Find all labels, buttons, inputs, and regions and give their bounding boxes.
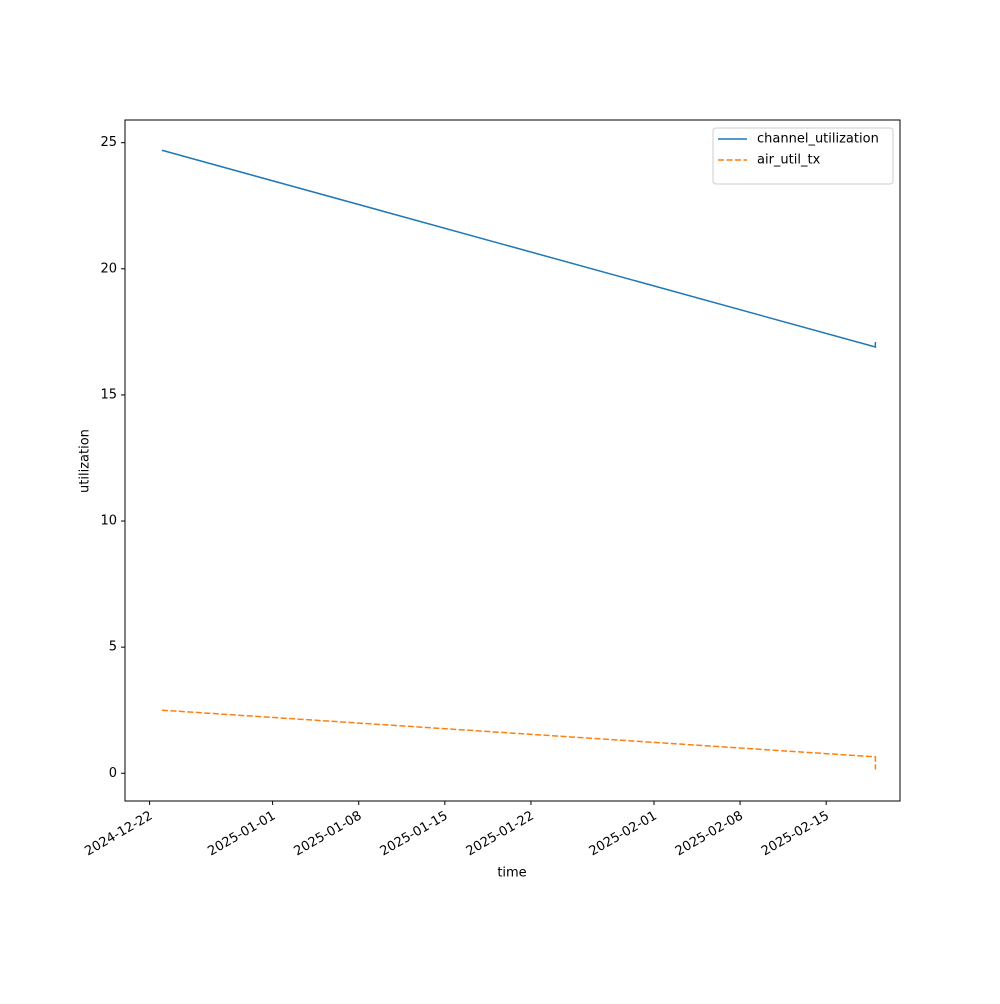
series-line [161, 149, 877, 348]
x-axis-label: time [497, 866, 526, 881]
y-tick-label: 0 [109, 766, 117, 781]
plot-frame [124, 119, 901, 802]
y-tick-label: 15 [100, 387, 117, 402]
y-axis-label: utilization [78, 429, 93, 493]
y-tick-label: 10 [100, 514, 117, 529]
y-tick-label: 20 [100, 261, 117, 276]
legend-label: air_util_tx [757, 153, 821, 168]
y-tick-label: 25 [100, 135, 117, 150]
y-tick-label: 5 [109, 640, 117, 655]
legend-box [712, 127, 894, 185]
series-line [161, 709, 877, 770]
legend-label: channel_utilization [757, 132, 879, 147]
